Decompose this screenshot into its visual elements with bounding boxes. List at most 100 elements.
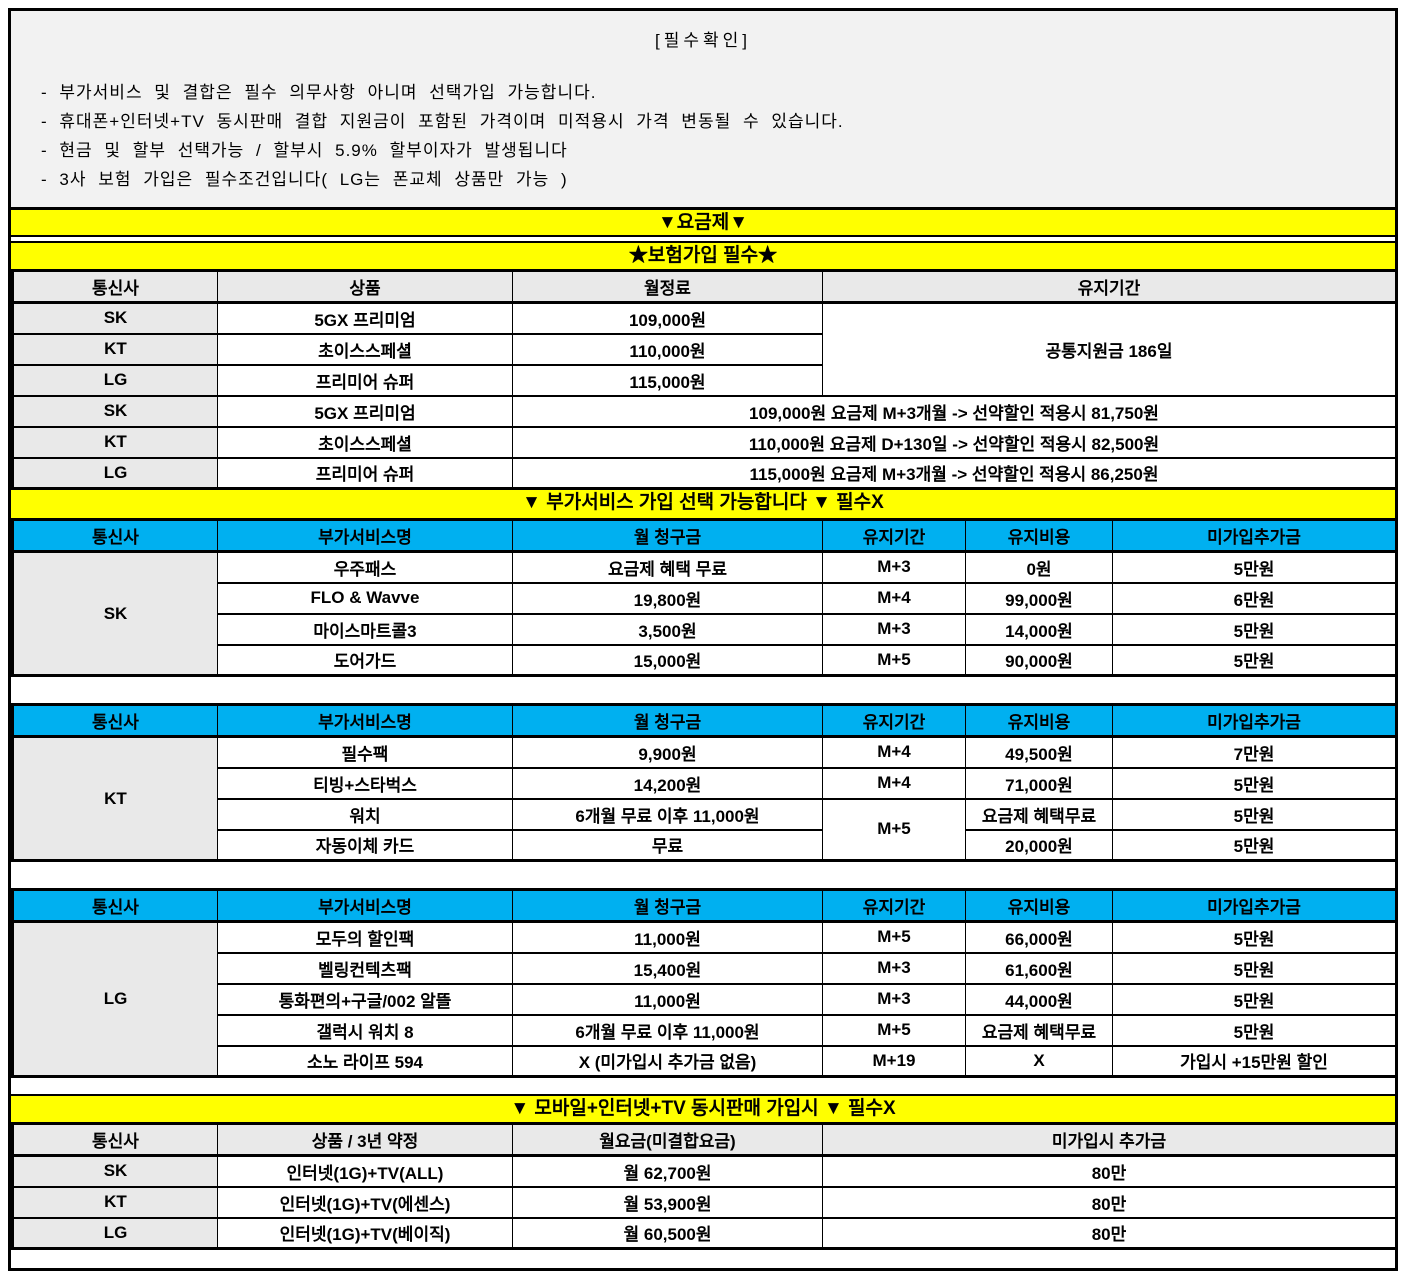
col-header-penalty: 미가입추가금 bbox=[1112, 703, 1395, 738]
cost-cell: X bbox=[965, 1044, 1113, 1078]
fee-cell: 115,000원 bbox=[512, 363, 823, 397]
period-cell: M+5 bbox=[822, 920, 966, 954]
service-name-cell: 벨링컨텍츠팩 bbox=[217, 951, 513, 985]
col-header-bundle-product: 상품 / 3년 약정 bbox=[217, 1122, 513, 1157]
cost-cell: 20,000원 bbox=[965, 828, 1113, 862]
col-header-cost: 유지비용 bbox=[965, 888, 1113, 923]
fee-cell: 11,000원 bbox=[512, 982, 823, 1016]
penalty-cell: 5만원 bbox=[1112, 643, 1395, 677]
carrier-cell: LG bbox=[12, 920, 218, 1078]
cost-cell: 49,500원 bbox=[965, 735, 1113, 769]
period-cell: M+5 bbox=[822, 1013, 966, 1047]
penalty-cell: 5만원 bbox=[1112, 612, 1395, 646]
notice-notes: - 부가서비스 및 결합은 필수 의무사항 아니며 선택가입 가능합니다. - … bbox=[41, 78, 1395, 194]
period-cell: M+4 bbox=[822, 581, 966, 615]
plan-table-header-row: 통신사 상품 월정료 유지기간 bbox=[12, 269, 1395, 304]
penalty-cell: 5만원 bbox=[1112, 550, 1395, 584]
table-row: KT 초이스스페셜 110,000원 bbox=[12, 332, 1396, 366]
penalty-cell: 6만원 bbox=[1112, 581, 1395, 615]
table-row: 마이스마트콜3 3,500원 M+3 14,000원 5만원 bbox=[13, 612, 1395, 646]
discount-detail-cell: 109,000원 요금제 M+3개월 -> 선약할인 적용시 81,750원 bbox=[512, 394, 1395, 428]
service-name-cell: 자동이체 카드 bbox=[217, 828, 513, 862]
banner-bundle: ▼ 모바일+인터넷+TV 동시판매 가입시 ▼ 필수X bbox=[11, 1094, 1395, 1122]
col-header-period: 유지기간 bbox=[822, 703, 966, 738]
carrier-cell: SK bbox=[12, 1154, 218, 1188]
product-cell: 초이스스페셜 bbox=[217, 425, 513, 459]
discount-detail-cell: 115,000원 요금제 M+3개월 -> 선약할인 적용시 86,250원 bbox=[512, 456, 1395, 490]
cost-cell: 71,000원 bbox=[965, 766, 1113, 800]
spacer bbox=[11, 862, 1395, 888]
carrier-cell: KT bbox=[12, 332, 218, 366]
bundle-table: 통신사 상품 / 3년 약정 월요금(미결합요금) 미가입시 추가금 SK 인터… bbox=[11, 1122, 1395, 1250]
carrier-cell: LG bbox=[12, 363, 218, 397]
penalty-cell: 5만원 bbox=[1112, 828, 1395, 862]
product-cell: 초이스스페셜 bbox=[217, 332, 513, 366]
penalty-cell: 5만원 bbox=[1112, 920, 1395, 954]
col-header-period: 유지기간 bbox=[822, 518, 966, 553]
plan-table: 통신사 상품 월정료 유지기간 SK 5GX 프리미엄 109,000원 공통지… bbox=[11, 269, 1396, 490]
carrier-cell: LG bbox=[12, 456, 218, 490]
spacer bbox=[11, 677, 1395, 703]
carrier-cell: SK bbox=[12, 394, 218, 428]
table-row: 도어가드 15,000원 M+5 90,000원 5만원 bbox=[13, 643, 1395, 677]
sk-addon-table: 통신사 부가서비스명 월 청구금 유지기간 유지비용 미가입추가금 SK 우주패… bbox=[11, 518, 1395, 677]
fee-cell: 6개월 무료 이후 11,000원 bbox=[512, 797, 823, 831]
service-name-cell: 워치 bbox=[217, 797, 513, 831]
kt-addon-table: 통신사 부가서비스명 월 청구금 유지기간 유지비용 미가입추가금 KT 필수팩… bbox=[11, 703, 1395, 862]
spacer bbox=[11, 1078, 1395, 1094]
table-row: SK 5GX 프리미엄 109,000원 요금제 M+3개월 -> 선약할인 적… bbox=[12, 394, 1395, 428]
fee-cell: 109,000원 bbox=[512, 301, 823, 335]
product-cell: 프리미어 슈퍼 bbox=[217, 363, 513, 397]
product-cell: 인터넷(1G)+TV(에센스) bbox=[217, 1185, 513, 1219]
col-header-monthly-charge: 월 청구금 bbox=[512, 703, 823, 738]
notice-section: [필수확인] - 부가서비스 및 결합은 필수 의무사항 아니며 선택가입 가능… bbox=[11, 11, 1395, 207]
cost-cell: 66,000원 bbox=[965, 920, 1113, 954]
penalty-cell: 5만원 bbox=[1112, 982, 1395, 1016]
col-header-monthly-charge: 월 청구금 bbox=[512, 518, 823, 553]
fee-cell: 월 53,900원 bbox=[512, 1185, 823, 1219]
product-cell: 5GX 프리미엄 bbox=[217, 301, 513, 335]
col-header-monthly-fee: 월정료 bbox=[512, 269, 823, 304]
col-header-bundle-penalty: 미가입시 추가금 bbox=[822, 1122, 1395, 1157]
product-cell: 5GX 프리미엄 bbox=[217, 394, 513, 428]
table-row: SK 5GX 프리미엄 109,000원 공통지원금 186일 bbox=[12, 301, 1395, 397]
fee-cell: 무료 bbox=[512, 828, 823, 862]
period-cell: M+3 bbox=[822, 951, 966, 985]
col-header-service-name: 부가서비스명 bbox=[217, 888, 513, 923]
col-header-cost: 유지비용 bbox=[965, 703, 1113, 738]
carrier-cell: KT bbox=[12, 425, 218, 459]
service-name-cell: 통화편의+구글/002 알뜰 bbox=[217, 982, 513, 1016]
addon-table-header-row: 통신사 부가서비스명 월 청구금 유지기간 유지비용 미가입추가금 bbox=[12, 703, 1395, 738]
cost-cell: 99,000원 bbox=[965, 581, 1113, 615]
fee-cell: 110,000원 bbox=[512, 332, 823, 366]
fee-cell: 6개월 무료 이후 11,000원 bbox=[512, 1013, 823, 1047]
discount-detail-cell: 110,000원 요금제 D+130일 -> 선약할인 적용시 82,500원 bbox=[512, 425, 1395, 459]
col-header-carrier: 통신사 bbox=[12, 269, 218, 304]
note-line: - 현금 및 할부 선택가능 / 할부시 5.9% 할부이자가 발생됩니다 bbox=[41, 141, 568, 160]
table-row: SK 우주패스 요금제 혜택 무료 M+3 0원 5만원 bbox=[12, 550, 1395, 677]
col-header-cost: 유지비용 bbox=[965, 518, 1113, 553]
cost-cell: 요금제 혜택무료 bbox=[965, 797, 1113, 831]
cost-cell: 14,000원 bbox=[965, 612, 1113, 646]
fee-cell: 3,500원 bbox=[512, 612, 823, 646]
col-header-retention: 유지기간 bbox=[822, 269, 1395, 304]
carrier-cell: LG bbox=[12, 1216, 218, 1250]
table-row: 벨링컨텍츠팩 15,400원 M+3 61,600원 5만원 bbox=[13, 951, 1395, 985]
penalty-cell: 가입시 +15만원 할인 bbox=[1112, 1044, 1395, 1078]
fee-cell: 11,000원 bbox=[512, 920, 823, 954]
col-header-carrier: 통신사 bbox=[12, 518, 218, 553]
fee-cell: 19,800원 bbox=[512, 581, 823, 615]
penalty-cell: 80만 bbox=[822, 1154, 1395, 1188]
product-cell: 인터넷(1G)+TV(ALL) bbox=[217, 1154, 513, 1188]
table-row: 워치 6개월 무료 이후 11,000원 M+5 요금제 혜택무료 5만원 bbox=[13, 797, 1395, 862]
table-row: LG 모두의 할인팩 11,000원 M+5 66,000원 5만원 bbox=[12, 920, 1395, 1078]
table-row: SK 인터넷(1G)+TV(ALL) 월 62,700원 80만 bbox=[12, 1154, 1395, 1188]
carrier-cell: KT bbox=[12, 735, 218, 862]
col-header-service-name: 부가서비스명 bbox=[217, 518, 513, 553]
fee-cell: 월 62,700원 bbox=[512, 1154, 823, 1188]
banner-addon: ▼ 부가서비스 가입 선택 가능합니다 ▼ 필수X bbox=[11, 490, 1395, 518]
table-row: KT 초이스스페셜 110,000원 요금제 D+130일 -> 선약할인 적용… bbox=[12, 425, 1395, 459]
service-name-cell: 모두의 할인팩 bbox=[217, 920, 513, 954]
table-row: KT 인터넷(1G)+TV(에센스) 월 53,900원 80만 bbox=[12, 1185, 1395, 1219]
service-name-cell: 갤럭시 워치 8 bbox=[217, 1013, 513, 1047]
